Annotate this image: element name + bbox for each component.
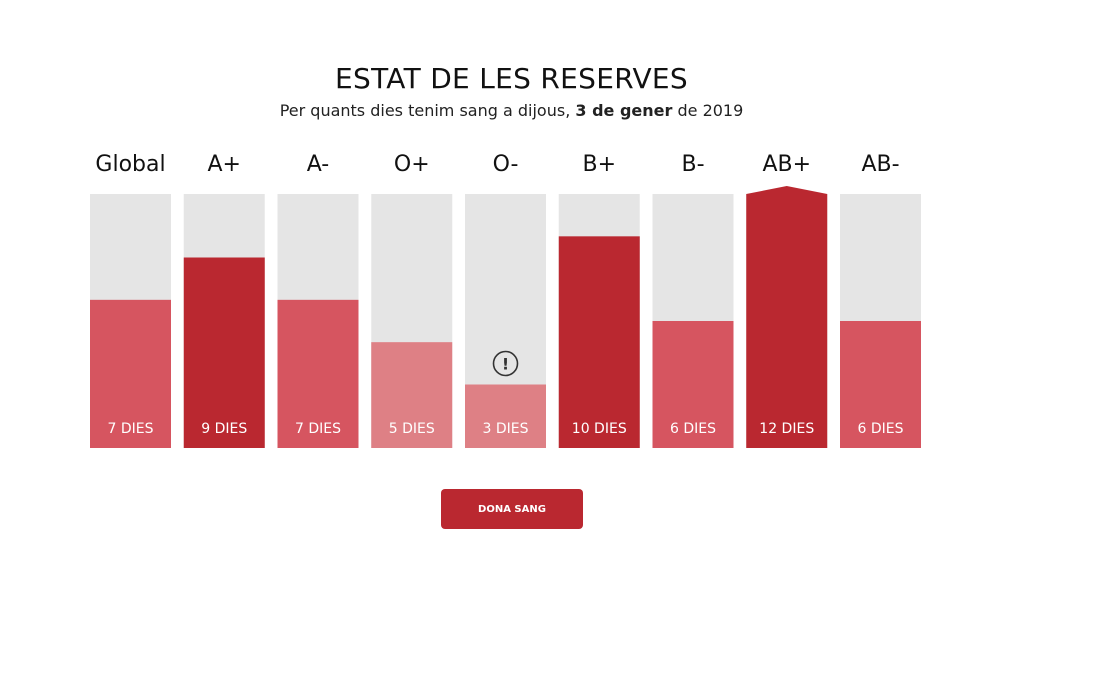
bar-o-pos [371, 342, 453, 448]
alert-icon-glyph: ! [502, 355, 509, 374]
bar-o-neg [465, 384, 546, 448]
bar-a-neg [277, 299, 359, 448]
bar-ab-neg [840, 321, 921, 448]
bar-ab-pos [746, 186, 828, 448]
value-label-b-pos: 10 DIES [572, 421, 627, 437]
bar-global [90, 299, 171, 448]
donate-blood-button[interactable]: DONA SANG [441, 489, 583, 529]
chart-title: ESTAT DE LES RESERVES [335, 62, 688, 95]
value-label-global: 7 DIES [108, 421, 154, 437]
chart-subtitle: Per quants dies tenim sang a dijous, 3 d… [0, 101, 1023, 120]
bar-b-pos [558, 236, 640, 448]
category-label-b-neg: B- [681, 152, 704, 177]
category-label-a-neg: A- [307, 152, 330, 177]
value-label-b-neg: 6 DIES [670, 421, 716, 437]
value-label-a-neg: 7 DIES [295, 421, 341, 437]
alert-icon [492, 350, 519, 377]
category-label-ab-pos: AB+ [762, 152, 811, 177]
category-label-global: Global [95, 152, 165, 177]
category-label-o-neg: O- [493, 152, 519, 177]
value-label-ab-neg: 6 DIES [858, 421, 904, 437]
value-label-ab-pos: 12 DIES [759, 421, 814, 437]
value-label-a-pos: 9 DIES [201, 421, 247, 437]
subtitle-suffix: de 2019 [672, 101, 744, 120]
subtitle-prefix: Per quants dies tenim sang a dijous, [279, 101, 576, 120]
category-label-ab-neg: AB- [861, 152, 899, 177]
bar-a-pos [183, 257, 265, 448]
value-label-o-pos: 5 DIES [389, 421, 435, 437]
blood-reserves-chart: Global 7 DIES A+ 9 DIES A- 7 DIES O+ 5 DIES O- 3 … [90, 152, 921, 448]
category-label-b-pos: B+ [582, 152, 616, 177]
category-label-o-pos: O+ [394, 152, 430, 177]
category-label-a-pos: A+ [208, 152, 241, 177]
bar-b-neg [652, 321, 734, 448]
subtitle-date: 3 de gener [575, 101, 673, 120]
value-label-o-neg: 3 DIES [483, 421, 529, 437]
